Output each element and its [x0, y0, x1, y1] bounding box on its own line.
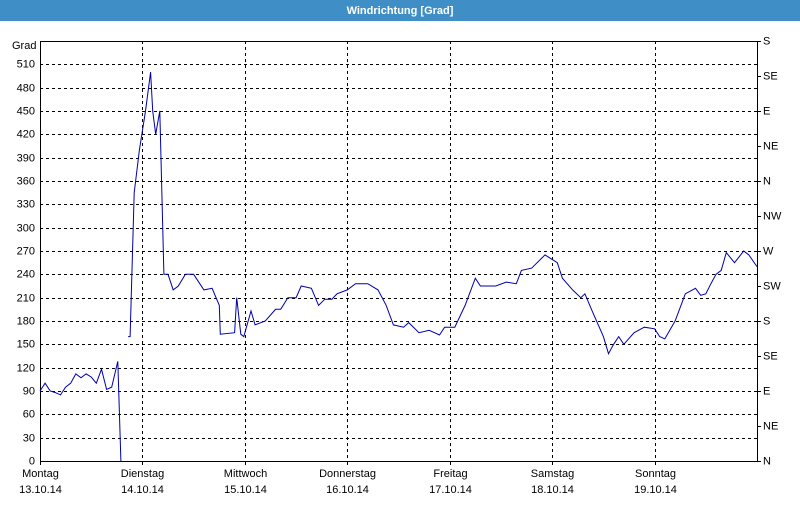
y-tick-label: 390 — [17, 152, 35, 164]
x-tick-sublabel: 16.10.14 — [326, 484, 369, 496]
y-tick-label: 330 — [17, 198, 35, 210]
y2-tick-label: NE — [763, 420, 778, 432]
x-tick-label: Freitag — [433, 468, 467, 480]
x-tick-label: Sonntag — [635, 468, 676, 480]
y2-tick-label: NW — [763, 210, 782, 222]
y-tick-label: 240 — [17, 268, 35, 280]
y-tick-label: 510 — [17, 58, 35, 70]
y-tick-label: 300 — [17, 222, 35, 234]
x-tick-label: Donnerstag — [319, 468, 376, 480]
y-tick-label: 180 — [17, 315, 35, 327]
y-tick-label: 480 — [17, 82, 35, 94]
y2-tick-label: NE — [763, 140, 778, 152]
y-tick-label: 60 — [23, 408, 35, 420]
y-tick-label: 0 — [29, 455, 35, 467]
y-tick-label: 90 — [23, 385, 35, 397]
y-tick-label: 270 — [17, 245, 35, 257]
y-tick-label: 420 — [17, 128, 35, 140]
y-tick-label: 210 — [17, 292, 35, 304]
y2-tick-label: S — [763, 315, 770, 327]
y2-tick-label: E — [763, 385, 770, 397]
y2-tick-label: W — [763, 245, 774, 257]
y-tick-label: 30 — [23, 432, 35, 444]
x-tick-label: Dienstag — [121, 468, 164, 480]
y2-tick-label: SE — [763, 70, 778, 82]
title-bar — [0, 0, 800, 21]
y-tick-label: 450 — [17, 105, 35, 117]
y2-tick-label: S — [763, 35, 770, 47]
y2-tick-label: N — [763, 455, 771, 467]
x-tick-label: Montag — [22, 468, 59, 480]
x-tick-sublabel: 14.10.14 — [121, 484, 164, 496]
x-tick-label: Samstag — [531, 468, 574, 480]
y-tick-label: 120 — [17, 362, 35, 374]
y-tick-label: 360 — [17, 175, 35, 187]
y-tick-label: 150 — [17, 338, 35, 350]
x-tick-sublabel: 19.10.14 — [634, 484, 677, 496]
y2-tick-label: E — [763, 105, 770, 117]
y2-tick-label: N — [763, 175, 771, 187]
plot-frame — [40, 41, 758, 462]
y-axis-label: Grad — [12, 40, 36, 52]
x-tick-sublabel: 13.10.14 — [19, 484, 62, 496]
y2-tick-label: SE — [763, 350, 778, 362]
data-line — [39, 72, 758, 462]
x-tick-sublabel: 15.10.14 — [224, 484, 267, 496]
x-tick-label: Mittwoch — [224, 468, 267, 480]
x-tick-sublabel: 17.10.14 — [429, 484, 472, 496]
x-tick-sublabel: 18.10.14 — [531, 484, 574, 496]
chart-title: Windrichtung [Grad] — [347, 5, 454, 17]
y2-tick-label: SW — [763, 280, 781, 292]
